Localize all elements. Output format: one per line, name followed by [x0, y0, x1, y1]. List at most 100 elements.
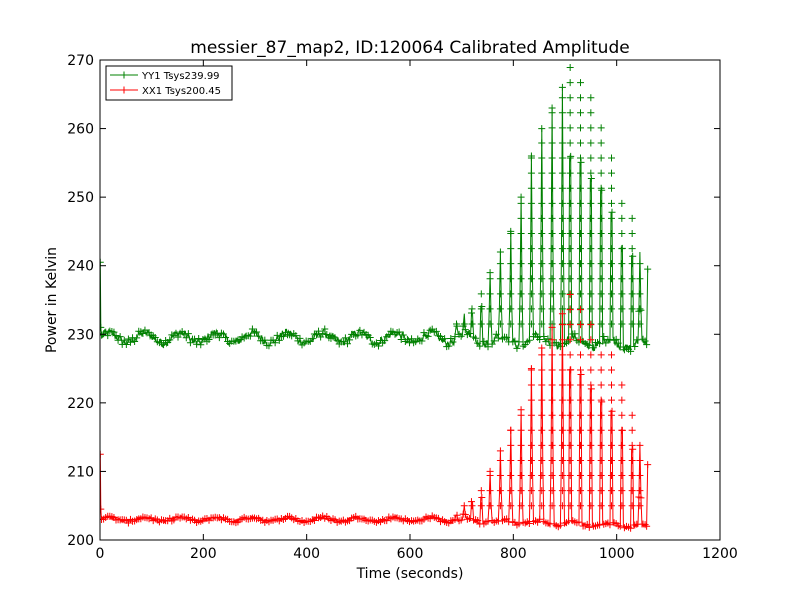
- peak-marker: [587, 411, 595, 419]
- peak-marker: [548, 441, 556, 449]
- x-tick-label: 0: [96, 546, 105, 562]
- data-point: [445, 342, 453, 350]
- data-point: [166, 336, 174, 344]
- peak-marker: [628, 472, 636, 480]
- peak-marker: [517, 456, 525, 464]
- data-point: [472, 334, 480, 342]
- data-point: [319, 330, 327, 338]
- peak-marker: [486, 305, 494, 313]
- peak-marker: [538, 396, 546, 404]
- peak-marker: [558, 426, 566, 434]
- data-point: [116, 333, 124, 341]
- peak-marker: [608, 502, 615, 510]
- data-point: [186, 339, 194, 347]
- peak-marker: [558, 184, 566, 192]
- peak-marker: [597, 441, 605, 449]
- peak-marker: [587, 305, 595, 313]
- data-point: [174, 333, 182, 341]
- data-point: [490, 337, 498, 345]
- peak-marker: [558, 472, 566, 480]
- legend: YY1 Tsys239.99 XX1 Tsys200.45: [105, 65, 233, 101]
- peak-marker: [566, 472, 574, 480]
- peak-marker: [527, 396, 535, 404]
- peak-marker: [566, 94, 574, 102]
- data-point: [515, 338, 523, 346]
- data-point: [643, 522, 651, 530]
- peak-marker: [566, 124, 574, 132]
- peak-marker: [636, 305, 644, 313]
- data-point: [184, 330, 192, 338]
- data-point: [447, 335, 455, 343]
- peak-marker: [566, 502, 574, 510]
- peak-marker: [517, 275, 525, 283]
- data-point: [631, 343, 639, 351]
- data-point: [449, 338, 457, 346]
- data-point: [261, 336, 269, 344]
- peak-marker: [468, 320, 476, 328]
- y-tick-label: 220: [67, 396, 94, 412]
- peak-marker: [597, 472, 605, 480]
- series-layer: [100, 64, 652, 532]
- data-point: [461, 326, 469, 334]
- peak-marker: [608, 366, 615, 374]
- peak-marker: [597, 229, 605, 237]
- data-point: [558, 83, 566, 91]
- peak-marker: [558, 381, 566, 389]
- data-point: [644, 265, 652, 273]
- x-tick-label: 600: [397, 546, 424, 562]
- data-point: [381, 337, 389, 345]
- peak-marker: [597, 214, 605, 222]
- peak-marker: [558, 109, 566, 117]
- data-point: [271, 339, 279, 347]
- peak-marker: [587, 214, 595, 222]
- peak-marker: [517, 260, 525, 268]
- peak-marker: [608, 381, 615, 389]
- peak-marker: [577, 184, 584, 192]
- peak-marker: [577, 441, 584, 449]
- data-point: [505, 518, 513, 526]
- peak-marker: [608, 456, 615, 464]
- data-point: [315, 327, 323, 335]
- peak-marker: [566, 139, 574, 147]
- peak-marker: [496, 275, 504, 283]
- data-point: [356, 326, 364, 334]
- peak-marker: [548, 456, 556, 464]
- data-point: [540, 333, 548, 341]
- peak-marker: [548, 366, 556, 374]
- peak-marker: [597, 396, 605, 404]
- peak-marker: [527, 275, 535, 283]
- data-point: [587, 174, 595, 182]
- peak-marker: [566, 456, 574, 464]
- peak-marker: [558, 124, 566, 132]
- data-point: [629, 445, 637, 453]
- data-point: [457, 332, 465, 340]
- peak-marker: [486, 320, 494, 328]
- peak-marker: [548, 109, 556, 117]
- peak-marker: [597, 245, 605, 253]
- peak-marker: [527, 260, 535, 268]
- data-point: [608, 407, 616, 415]
- peak-marker: [527, 487, 535, 495]
- peak-marker: [517, 305, 525, 313]
- data-point: [191, 335, 199, 343]
- data-point: [517, 193, 525, 201]
- peak-marker: [628, 441, 636, 449]
- data-point: [133, 334, 141, 342]
- data-point: [453, 511, 461, 519]
- peak-marker: [558, 321, 566, 329]
- peak-marker: [517, 502, 525, 510]
- peak-marker: [608, 245, 615, 253]
- data-point: [585, 523, 593, 531]
- data-point: [575, 518, 583, 526]
- data-point: [292, 332, 300, 340]
- peak-marker: [577, 260, 584, 268]
- peak-marker: [566, 79, 574, 87]
- data-point: [346, 336, 354, 344]
- x-tick-label: 200: [190, 546, 217, 562]
- peak-marker: [608, 275, 615, 283]
- data-point: [544, 335, 552, 343]
- peak-marker: [558, 487, 566, 495]
- series-0: [100, 64, 652, 355]
- data-point: [565, 517, 573, 525]
